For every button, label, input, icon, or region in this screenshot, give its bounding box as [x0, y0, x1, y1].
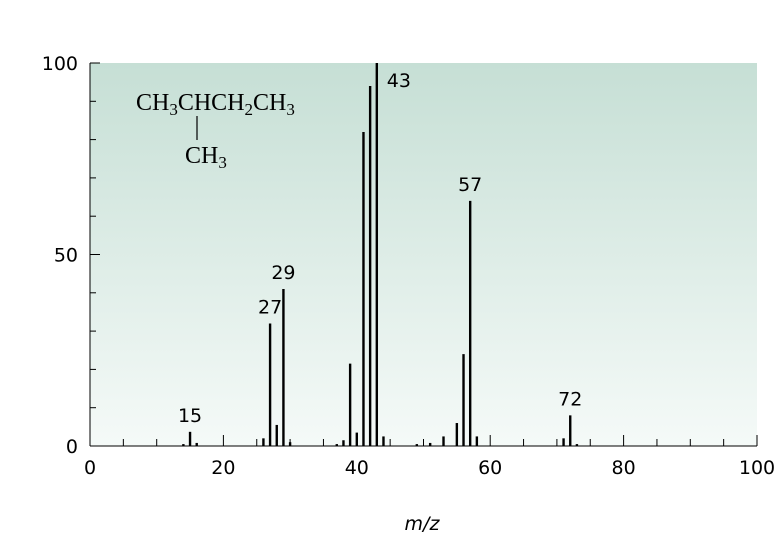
x-tick-label: 40 — [345, 457, 369, 479]
formula-part: 3 — [286, 100, 295, 119]
y-tick-label: 0 — [66, 436, 78, 458]
x-tick-label: 60 — [478, 457, 502, 479]
formula-part: 2 — [245, 100, 254, 119]
structure-formula: CH3CHCH2CH3 — [136, 90, 295, 119]
plot-background — [90, 63, 757, 446]
x-tick-label: 20 — [211, 457, 235, 479]
formula-part: CH — [136, 90, 169, 116]
peak-label: 29 — [271, 262, 295, 284]
y-tick-label: 100 — [42, 53, 78, 75]
structure-branch: CH3 — [185, 143, 227, 172]
x-tick-label: 100 — [739, 457, 775, 479]
peak-label: 72 — [558, 388, 582, 410]
x-tick-label: 80 — [612, 457, 636, 479]
formula-part: CH — [253, 90, 286, 116]
x-axis-label: m/z — [405, 513, 441, 535]
peak-label: 43 — [387, 70, 411, 92]
peak-label: 27 — [258, 296, 282, 318]
peak-label: 57 — [458, 174, 482, 196]
x-tick-label: 0 — [84, 457, 96, 479]
formula-part: 3 — [169, 100, 178, 119]
formula-part: CH — [185, 143, 218, 169]
y-tick-label: 50 — [54, 245, 78, 267]
formula-part: 3 — [218, 153, 227, 172]
peak-label: 15 — [178, 405, 202, 427]
formula-part: CHCH — [178, 90, 245, 116]
